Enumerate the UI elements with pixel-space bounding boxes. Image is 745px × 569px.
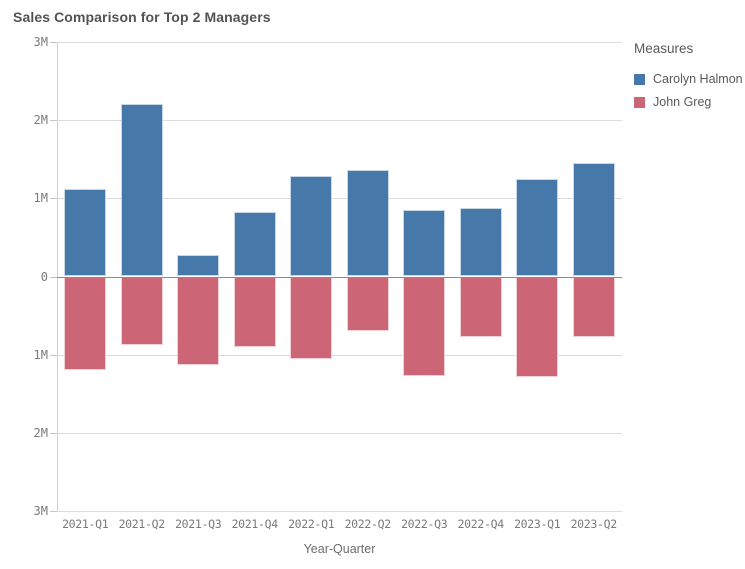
- y-tick-mark: [50, 511, 57, 512]
- bar-john-greg-2023-q2[interactable]: [572, 276, 615, 338]
- legend-item-label: John Greg: [653, 95, 712, 109]
- y-tick-mark: [50, 276, 57, 278]
- y-tick-label: 1M: [33, 191, 48, 206]
- x-tick-label-2021-q3: 2021-Q3: [175, 517, 222, 531]
- bar-carolyn-halmon-2021-q4[interactable]: [233, 211, 276, 277]
- x-tick-label-2022-q1: 2022-Q1: [288, 517, 335, 531]
- y-tick-label: 3M: [33, 504, 48, 518]
- legend-item-label: Carolyn Halmon: [653, 72, 743, 86]
- legend-item-carolyn-halmon[interactable]: Carolyn Halmon: [634, 72, 744, 86]
- gridline: [57, 432, 622, 434]
- y-tick-label: 1M: [33, 347, 48, 362]
- chart-title: Sales Comparison for Top 2 Managers: [13, 9, 271, 25]
- bar-john-greg-2022-q3[interactable]: [403, 276, 446, 376]
- legend: Measures Carolyn Halmon John Greg: [634, 41, 744, 118]
- x-axis-title: Year-Quarter: [303, 542, 376, 556]
- gridline: [57, 120, 622, 122]
- x-tick-label-2023-q2: 2023-Q2: [570, 517, 618, 531]
- y-tick-label: 3M: [33, 35, 48, 49]
- bar-carolyn-halmon-2021-q3[interactable]: [177, 255, 220, 277]
- legend-swatch-icon: [634, 96, 645, 108]
- y-tick-mark: [50, 432, 57, 434]
- x-tick-label-2021-q1: 2021-Q1: [62, 517, 109, 531]
- plot-area: [57, 42, 622, 512]
- gridline: [57, 511, 622, 512]
- legend-title: Measures: [634, 41, 694, 56]
- x-axis: 2021-Q1 2021-Q2 2021-Q3 2021-Q4 2022-Q1 2022-…: [57, 517, 622, 533]
- gridline: [57, 42, 622, 43]
- bar-carolyn-halmon-2022-q3[interactable]: [403, 210, 446, 277]
- legend-swatch-icon: [634, 73, 645, 85]
- y-tick-label: 0: [40, 269, 48, 284]
- x-tick-label-2022-q4: 2022-Q4: [457, 517, 505, 531]
- zero-baseline: [57, 276, 622, 278]
- bar-carolyn-halmon-2022-q2[interactable]: [346, 170, 389, 277]
- bar-carolyn-halmon-2023-q2[interactable]: [572, 163, 615, 277]
- gridline: [57, 354, 622, 356]
- x-tick-label-2022-q3: 2022-Q3: [401, 517, 448, 531]
- bar-carolyn-halmon-2023-q1[interactable]: [516, 178, 559, 277]
- bar-john-greg-2023-q1[interactable]: [516, 276, 559, 377]
- bar-john-greg-2022-q4[interactable]: [459, 276, 502, 337]
- bar-carolyn-halmon-2021-q1[interactable]: [64, 188, 107, 277]
- y-tick-mark: [50, 198, 57, 200]
- legend-item-john-greg[interactable]: John Greg: [634, 95, 744, 109]
- y-tick-label: 2M: [33, 113, 48, 128]
- bar-john-greg-2021-q3[interactable]: [177, 276, 220, 365]
- x-tick-label-2021-q2: 2021-Q2: [118, 517, 166, 531]
- x-tick-label-2022-q2: 2022-Q2: [344, 517, 392, 531]
- y-tick-mark: [50, 42, 57, 43]
- bar-carolyn-halmon-2022-q4[interactable]: [459, 208, 502, 277]
- x-tick-label-2021-q4: 2021-Q4: [231, 517, 279, 531]
- bar-carolyn-halmon-2022-q1[interactable]: [290, 176, 333, 277]
- bar-carolyn-halmon-2021-q2[interactable]: [120, 103, 163, 277]
- y-tick-label: 2M: [33, 425, 48, 440]
- y-tick-mark: [50, 120, 57, 122]
- gridline: [57, 198, 622, 200]
- y-tick-mark: [50, 354, 57, 356]
- bar-john-greg-2022-q2[interactable]: [346, 276, 389, 332]
- bar-john-greg-2021-q4[interactable]: [233, 276, 276, 347]
- bar-john-greg-2021-q1[interactable]: [64, 276, 107, 370]
- bar-john-greg-2021-q2[interactable]: [120, 276, 163, 345]
- x-tick-label-2023-q1: 2023-Q1: [514, 517, 561, 531]
- bar-john-greg-2022-q1[interactable]: [290, 276, 333, 359]
